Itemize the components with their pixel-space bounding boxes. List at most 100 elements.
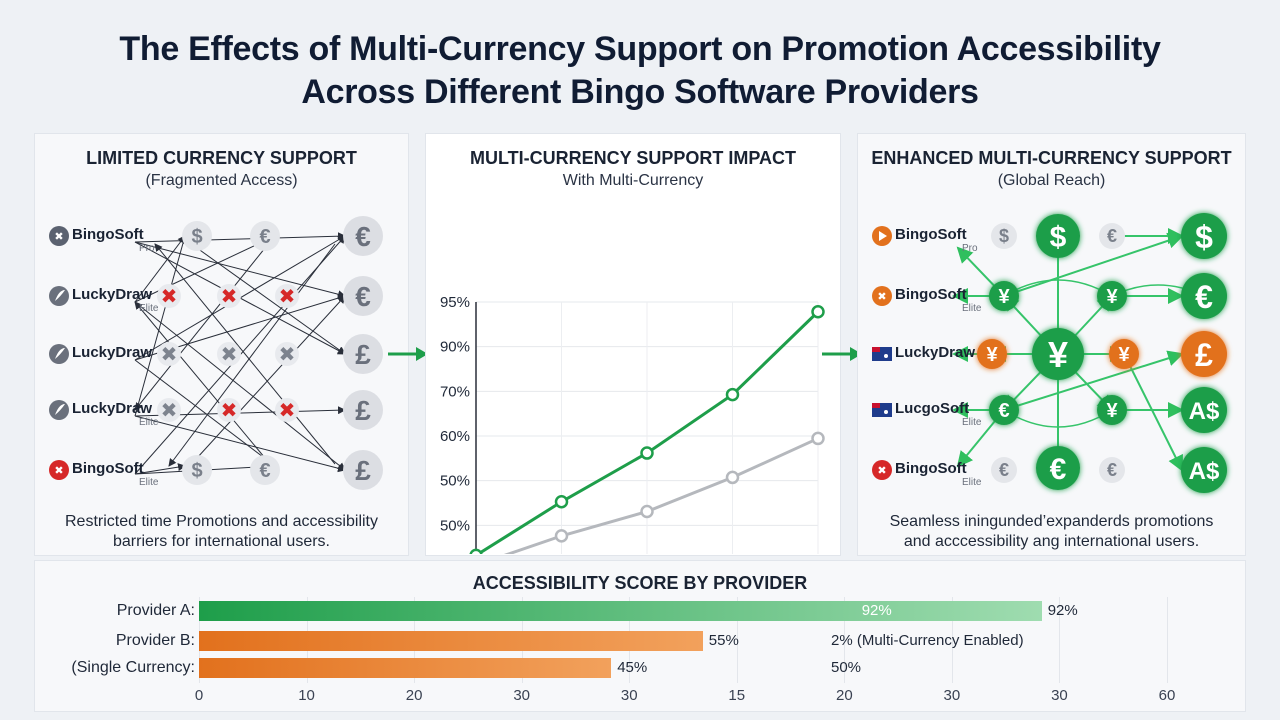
yen-coin: ¥ (1097, 395, 1127, 425)
bar-x-tick-label: 60 (1158, 687, 1176, 704)
right-provider-tier: Pro (962, 243, 978, 254)
svg-text:€: € (355, 221, 371, 252)
data-point (554, 495, 569, 509)
aud-coin-large: A$ (1181, 447, 1227, 493)
svg-text:€: € (1107, 226, 1117, 246)
svg-text:✖: ✖ (279, 286, 296, 308)
left-footer-line2: barriers for international users. (113, 533, 330, 550)
svg-text:¥: ¥ (986, 344, 998, 366)
right-panel-footer: Seamless iningunded’expanderds promotion… (858, 512, 1245, 552)
svg-text:$: $ (1195, 219, 1213, 255)
tangled-arrow (134, 301, 346, 471)
right-footer-line2: and acccessibility ang international use… (903, 533, 1200, 550)
bar-annotation: 50% (831, 659, 862, 676)
right-provider-tier: Elite (962, 477, 982, 488)
euro-coin-small: € (250, 455, 280, 485)
svg-text:A$: A$ (1189, 458, 1220, 485)
right-panel-title: ENHANCED MULTI-CURRENCY SUPPORT (871, 148, 1232, 168)
left-provider-name: LuckyDraw (72, 344, 152, 361)
data-point (811, 431, 825, 446)
y-tick-label: 50% (440, 517, 470, 534)
svg-text:$: $ (1050, 221, 1067, 254)
right-provider-tier: Elite (962, 417, 982, 428)
mid-panel: MULTI-CURRENCY SUPPORT IMPACT With Multi… (425, 133, 841, 556)
tangled-arrow (134, 301, 266, 459)
data-point (725, 470, 740, 485)
tangled-arrow (134, 359, 276, 467)
data-point (725, 387, 740, 402)
svg-text:€: € (355, 281, 371, 312)
right-provider-name: LuckyDraw (895, 344, 975, 361)
blocked-cross-icon: ✖ (275, 284, 299, 308)
inactive-cross-icon: ✖ (275, 342, 299, 366)
blocked-cross-icon: ✖ (275, 398, 299, 422)
yen-coin: ¥ (989, 281, 1019, 311)
blocked-cross-icon: ✖ (217, 284, 241, 308)
mid-panel-subtitle: With Multi-Currency (562, 172, 704, 189)
tangled-arrow (196, 247, 346, 355)
yen-coin: ¥ (977, 339, 1007, 369)
left-provider-tier: Elite (139, 477, 159, 488)
svg-text:£: £ (355, 455, 371, 486)
play-icon (872, 226, 892, 246)
svg-text:¥: ¥ (1048, 334, 1068, 375)
y-tick-label: 50% (440, 473, 470, 490)
dollar-coin-small: $ (182, 455, 212, 485)
limited-currency-network: $ €$ €✖ ✖ ✖✖ ✖ ✖✖ ✖ ✖€€£££ ✖ BingoSoftProLuckyDra… (49, 216, 383, 490)
accessibility-bar-panel: ACCESSIBILITY SCORE BY PROVIDER 0 10 20 30 3… (34, 560, 1246, 712)
svg-text:€: € (1107, 460, 1117, 480)
right-provider-name: LucgoSoft (895, 400, 969, 417)
left-provider-name: BingoSoft (72, 460, 144, 477)
bar-x-tick-label: 30 (513, 687, 530, 704)
right-provider-name: BingoSoft (895, 286, 967, 303)
right-provider-name: BingoSoft (895, 460, 967, 477)
svg-text:✖: ✖ (54, 231, 63, 243)
bar-value-label: 92% (1047, 602, 1078, 619)
dollar-coin-inactive: $ (991, 223, 1017, 249)
svg-text:€: € (259, 460, 270, 482)
tangled-arrow (134, 235, 186, 303)
bar-x-tick-label: 30 (620, 687, 638, 704)
left-provider-name: LuckyDraw (72, 286, 152, 303)
bar-category-label: Provider B: (115, 632, 195, 649)
page-title-line1: The Effects of Multi-Currency Support on… (119, 30, 1161, 68)
bar-gridline (951, 597, 953, 683)
svg-text:✖: ✖ (221, 400, 238, 422)
svg-text:✖: ✖ (161, 400, 178, 422)
right-panel-subtitle: (Global Reach) (997, 172, 1106, 189)
euro-coin-inactive: € (1099, 223, 1125, 249)
svg-text:£: £ (355, 339, 371, 370)
euro-coin-large: € (343, 276, 383, 316)
feather-icon (49, 400, 69, 420)
accessibility-bar (199, 601, 1042, 621)
tangled-arrow (134, 235, 187, 417)
tangled-arrow (134, 241, 346, 299)
bar-category-label: (Single Currency: (71, 659, 195, 676)
aud-coin-large: A$ (1181, 387, 1227, 433)
svg-text:€: € (1195, 279, 1213, 315)
svg-text:$: $ (999, 226, 1009, 246)
euro-coin-inactive: € (991, 457, 1017, 483)
bar-chart-title: ACCESSIBILITY SCORE BY PROVIDER (472, 573, 808, 593)
bar-x-tick-label: 30 (943, 687, 961, 704)
left-provider-name: BingoSoft (72, 226, 144, 243)
bar-gridline (1167, 597, 1168, 683)
mid-panel-title: MULTI-CURRENCY SUPPORT IMPACT (470, 148, 796, 168)
y-tick-label: 90% (440, 339, 470, 356)
tangled-arrow (168, 243, 336, 467)
data-point (469, 548, 483, 554)
pound-coin-large: £ (343, 450, 383, 490)
left-provider-tier: Pro (139, 243, 155, 254)
pound-coin-large: £ (343, 334, 383, 374)
connection-arrow (1003, 350, 1184, 411)
bar-x-tick-label: 15 (728, 687, 746, 704)
yen-coin: ¥ (1097, 281, 1127, 311)
pound-coin-large: £ (343, 390, 383, 430)
blocked-cross-icon: ✖ (217, 398, 241, 422)
